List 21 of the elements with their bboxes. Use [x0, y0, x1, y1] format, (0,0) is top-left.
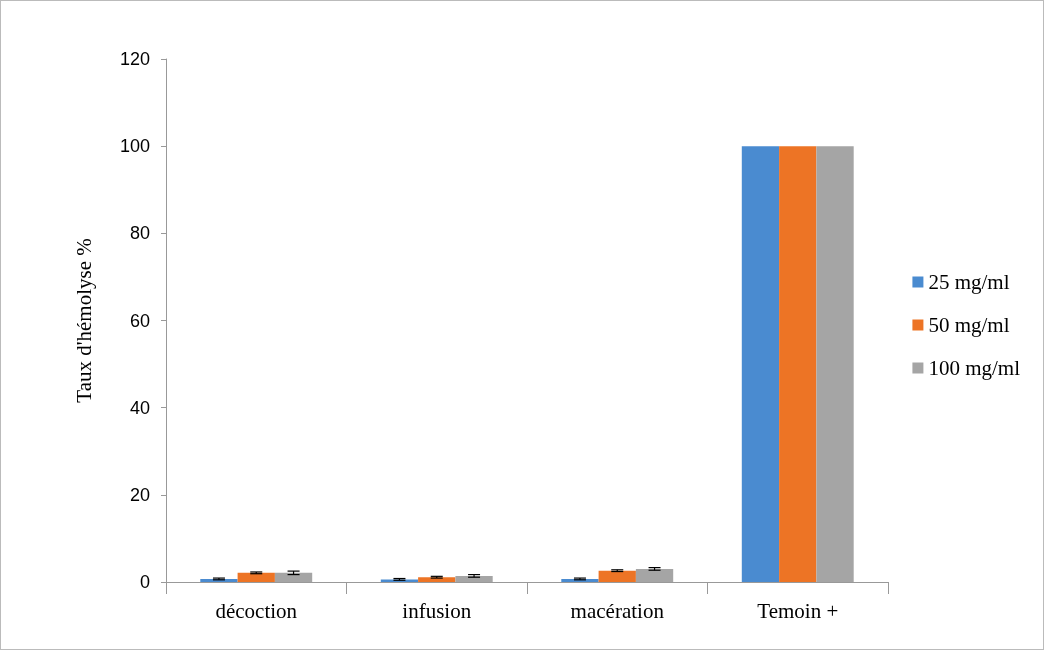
x-tick-label: macération — [570, 598, 665, 623]
x-tick-label: infusion — [402, 598, 472, 623]
y-tick-label: 80 — [129, 223, 150, 244]
y-axis-title: Taux d'hémolyse % — [71, 238, 96, 403]
y-tick-label: 0 — [139, 572, 150, 592]
x-tick-label: décoction — [215, 598, 298, 623]
bar — [200, 578, 238, 582]
y-tick-label: 60 — [129, 310, 150, 331]
bar — [598, 570, 636, 582]
y-tick-label: 120 — [119, 49, 150, 69]
bar — [237, 572, 275, 582]
legend-label: 50 mg/ml — [928, 313, 1010, 337]
legend-label: 100 mg/ml — [928, 356, 1021, 380]
y-tick-label: 20 — [129, 484, 150, 505]
y-tick-label: 100 — [119, 136, 150, 157]
legend-label: 25 mg/ml — [928, 270, 1010, 294]
x-tick-label: Temoin + — [757, 598, 839, 623]
y-tick-label: 40 — [129, 397, 150, 418]
bar — [561, 578, 599, 582]
bar — [741, 146, 780, 582]
bar — [779, 146, 817, 582]
